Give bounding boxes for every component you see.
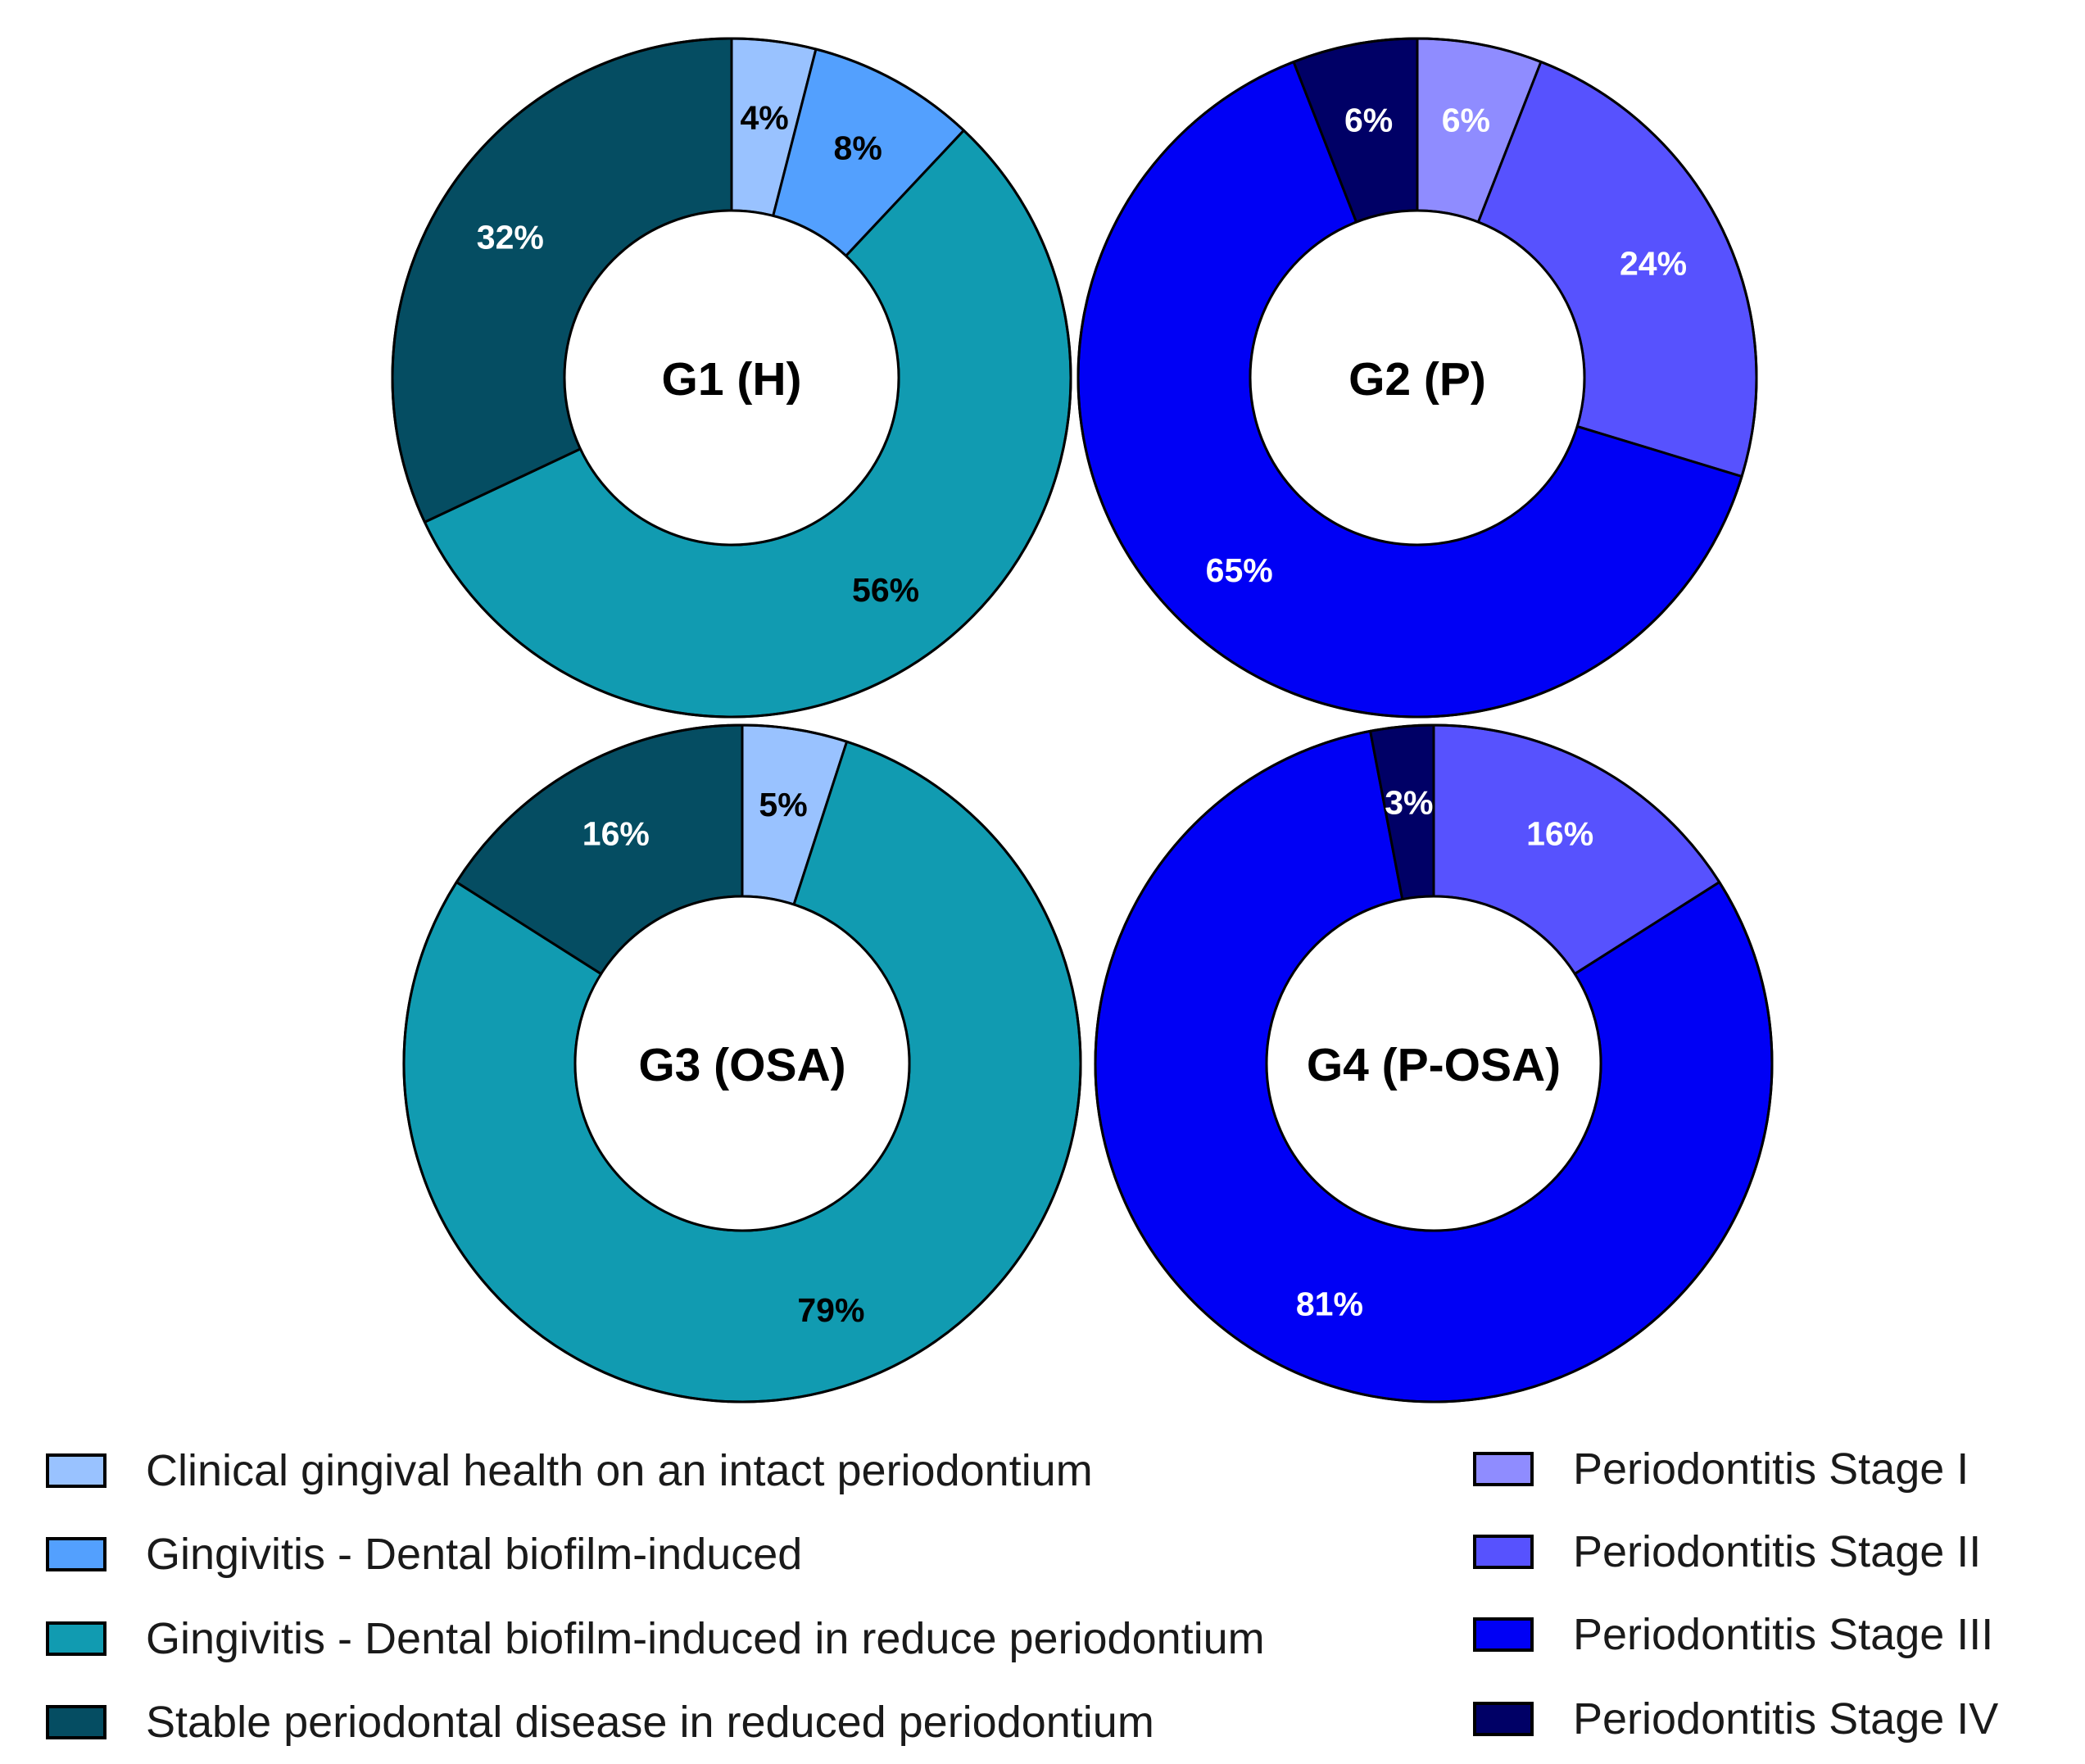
legend-item: Periodontitis Stage I — [1473, 1444, 1969, 1494]
donut-hole — [1249, 209, 1586, 546]
slice-value-label: 65% — [1206, 551, 1273, 589]
legend-label: Periodontitis Stage IV — [1573, 1694, 1998, 1744]
chart-title: G1 (H) — [662, 353, 802, 406]
legend-label: Periodontitis Stage III — [1573, 1610, 1993, 1659]
legend-layer: Clinical gingival health on an intact pe… — [46, 1444, 1998, 1747]
legend-swatch — [46, 1453, 107, 1488]
slice-value-label: 6% — [1344, 102, 1393, 139]
legend-swatch — [46, 1705, 107, 1739]
slice-value-label: 5% — [759, 786, 807, 823]
legend-swatch — [46, 1621, 107, 1656]
chart-title: G3 (OSA) — [638, 1039, 845, 1091]
donut-g2-p: 6% 24% 65% 6% G2 (P) — [1076, 37, 1758, 719]
legend-label: Periodontitis Stage II — [1573, 1527, 1981, 1576]
slice-value-label: 8% — [834, 129, 882, 167]
legend-label: Clinical gingival health on an intact pe… — [146, 1446, 1093, 1495]
donut-g3-osa: 5% 79% 16% G3 (OSA) — [402, 723, 1082, 1403]
charts-layer: 4% 8% 56% 32% G1 (H) 6% 24% 65% 6% G2 (P) 5% 79% 16%… — [391, 37, 1774, 1403]
donut-g1-h: 4% 8% 56% 32% G1 (H) — [391, 37, 1072, 719]
legend-item: Stable periodontal disease in reduced pe… — [46, 1698, 1154, 1747]
donut-hole — [1265, 895, 1602, 1232]
legend-swatch — [1473, 1452, 1534, 1486]
legend-label: Gingivitis - Dental biofilm-induced — [146, 1530, 802, 1579]
legend-label: Gingivitis - Dental biofilm-induced in r… — [146, 1614, 1265, 1663]
legend-item: Clinical gingival health on an intact pe… — [46, 1446, 1093, 1495]
legend-item: Gingivitis - Dental biofilm-induced — [46, 1530, 802, 1579]
legend-item: Periodontitis Stage IV — [1473, 1694, 1998, 1744]
slice-value-label: 32% — [477, 219, 544, 256]
legend-label: Stable periodontal disease in reduced pe… — [146, 1698, 1154, 1747]
slice-value-label: 56% — [852, 571, 919, 609]
legend-item: Periodontitis Stage III — [1473, 1610, 1993, 1659]
slice-value-label: 16% — [582, 815, 650, 853]
legend-swatch — [1473, 1702, 1534, 1736]
slice-value-label: 79% — [797, 1291, 864, 1329]
slice-value-label: 3% — [1385, 783, 1433, 821]
donut-outline — [1094, 723, 1774, 1403]
legend-item: Gingivitis - Dental biofilm-induced in r… — [46, 1614, 1265, 1663]
legend-swatch — [1473, 1535, 1534, 1569]
legend-right: Periodontitis Stage I Periodontitis Stage… — [1473, 1444, 1998, 1744]
slice-value-label: 6% — [1442, 102, 1490, 139]
donut-outline — [1076, 37, 1758, 719]
chart-title: G4 (P-OSA) — [1307, 1039, 1561, 1091]
legend-swatch — [1473, 1617, 1534, 1652]
legend-item: Periodontitis Stage II — [1473, 1527, 1981, 1576]
donut-hole — [563, 209, 900, 546]
chart-title: G2 (P) — [1348, 353, 1486, 406]
slice-value-label: 81% — [1296, 1286, 1363, 1323]
slice-value-label: 4% — [740, 99, 788, 137]
legend-swatch — [46, 1537, 107, 1571]
donut-outline — [391, 37, 1072, 719]
donut-g4-p-osa: 16% 81% 3% G4 (P-OSA) — [1094, 723, 1774, 1403]
slice-value-label: 24% — [1620, 245, 1687, 283]
donut-outline — [402, 723, 1082, 1403]
legend-label: Periodontitis Stage I — [1573, 1444, 1969, 1494]
slice-value-label: 16% — [1526, 815, 1593, 853]
donut-hole — [573, 895, 911, 1232]
legend-left: Clinical gingival health on an intact pe… — [46, 1446, 1265, 1747]
